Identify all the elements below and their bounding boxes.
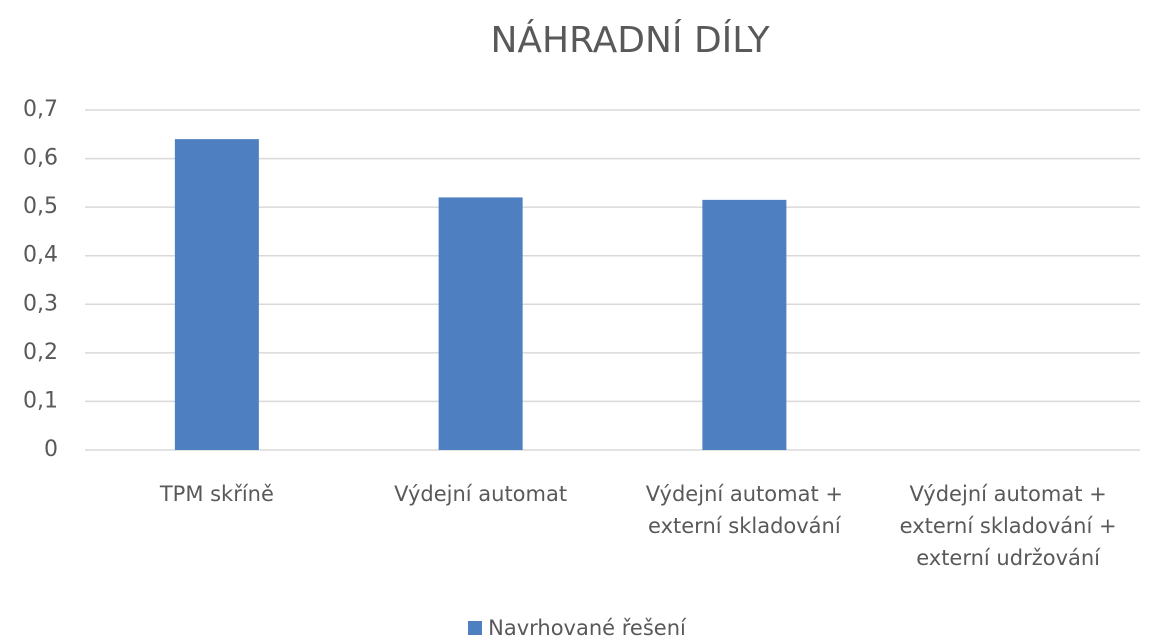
legend: Navrhované řešení bbox=[0, 616, 1154, 640]
y-tick-label: 0,4 bbox=[23, 243, 58, 268]
bar bbox=[174, 139, 259, 450]
x-tick-label: TPM skříně bbox=[159, 482, 274, 506]
bar bbox=[702, 199, 787, 450]
y-tick-label: 0 bbox=[44, 437, 58, 462]
x-tick-label: Výdejní automat + externí skladování + e… bbox=[899, 482, 1117, 570]
y-tick-label: 0,3 bbox=[23, 291, 58, 316]
chart-title: NÁHRADNÍ DÍLY bbox=[490, 19, 770, 61]
legend-swatch bbox=[468, 621, 483, 635]
y-tick-label: 0,2 bbox=[23, 340, 58, 365]
y-tick-label: 0,1 bbox=[23, 388, 58, 413]
x-tick-label: Výdejní automat + externí skladování bbox=[645, 482, 843, 538]
y-tick-label: 0,5 bbox=[23, 194, 58, 219]
legend-label: Navrhované řešení bbox=[488, 616, 686, 640]
bar bbox=[438, 197, 523, 450]
y-tick-label: 0,6 bbox=[23, 146, 58, 171]
x-tick-label: Výdejní automat bbox=[394, 482, 568, 506]
y-tick-label: 0,7 bbox=[23, 97, 58, 122]
